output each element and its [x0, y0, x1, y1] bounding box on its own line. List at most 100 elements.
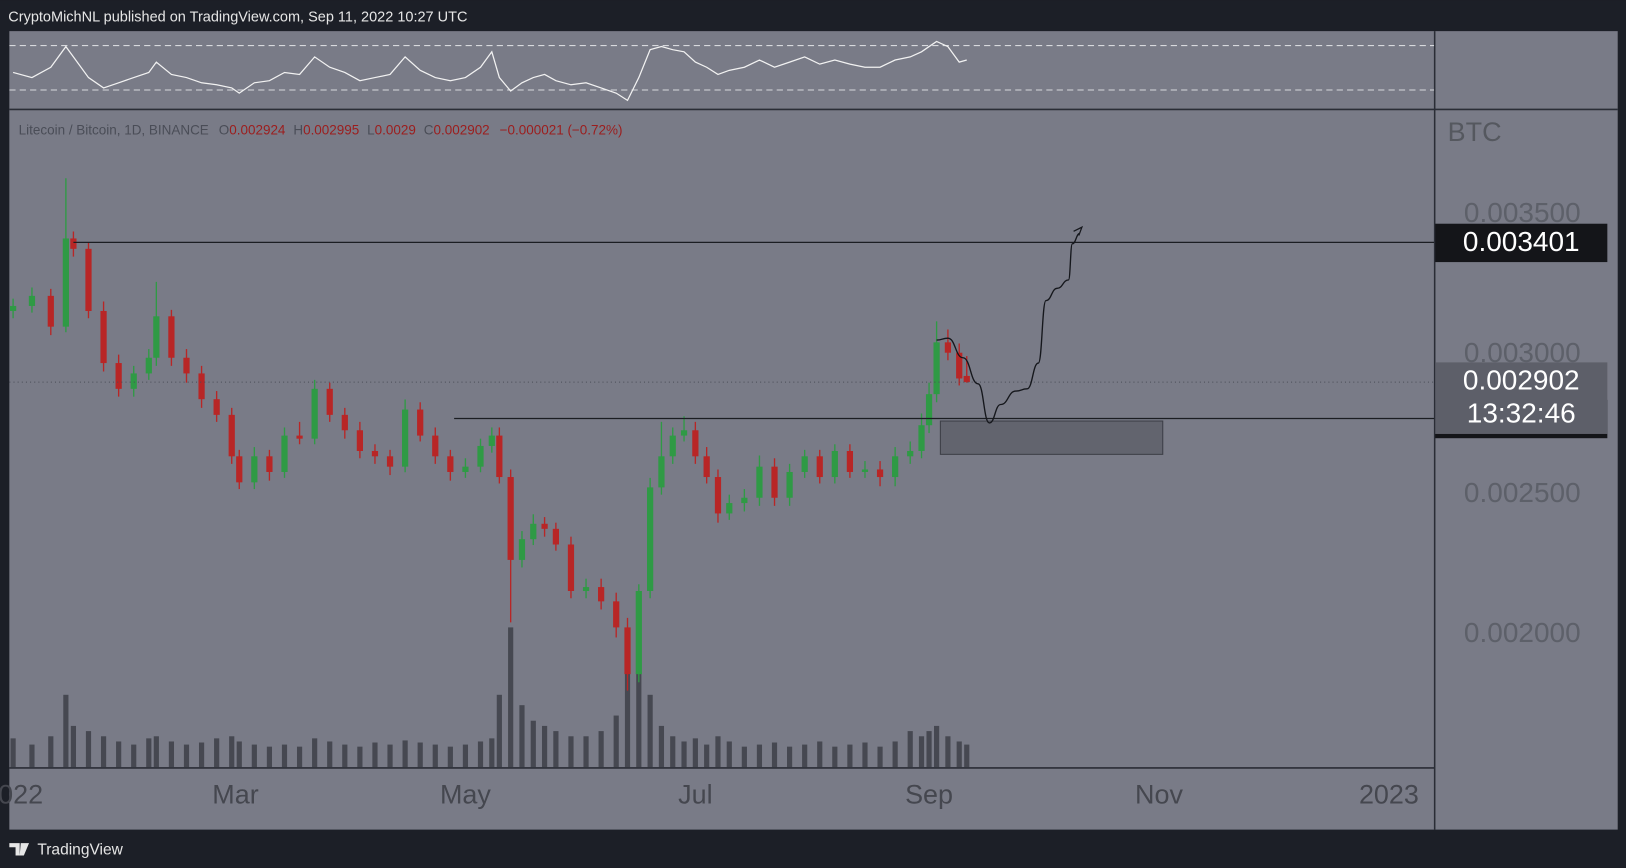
candle-body	[70, 238, 77, 249]
level-label-box	[1435, 223, 1608, 263]
volume-bar	[613, 715, 619, 768]
published-info: CryptoMichNL published on TradingView.co…	[8, 9, 467, 25]
zone-box	[939, 420, 1164, 455]
candle-body	[341, 414, 348, 431]
x-tick-label: May	[440, 780, 491, 810]
volume-bar	[964, 744, 970, 768]
candle-body	[598, 587, 605, 602]
candle-body	[726, 503, 733, 514]
ohlc-value: 0.002924	[229, 122, 286, 137]
candle-body	[236, 456, 243, 483]
level-label: 0.003401	[1463, 226, 1580, 257]
candle-body	[703, 456, 710, 478]
chart-background	[9, 31, 1618, 830]
candle-body	[892, 456, 899, 478]
volume-bar	[877, 746, 883, 768]
candle-body	[100, 310, 107, 364]
volume-bar	[670, 736, 676, 768]
candle-body	[582, 587, 590, 591]
volume-bar	[236, 741, 242, 768]
candle-body	[228, 414, 235, 457]
volume-bar	[956, 741, 962, 768]
volume-bar	[281, 744, 288, 768]
volume-bar	[704, 744, 710, 768]
volume-bar	[519, 705, 525, 768]
volume-bar	[692, 738, 698, 768]
candle-body	[658, 456, 665, 488]
candle-body	[786, 471, 793, 498]
candle-body	[62, 238, 69, 327]
candle-body	[741, 497, 748, 504]
ohlc-key: L	[367, 122, 375, 137]
y-tick-label: 0.002500	[1464, 477, 1581, 508]
volume-bar	[926, 731, 932, 768]
candle-body	[296, 435, 303, 439]
volume-bar	[183, 744, 190, 768]
candle-body	[518, 539, 526, 560]
candle-body	[944, 342, 952, 353]
candle-body	[567, 544, 575, 591]
volume-bar	[496, 694, 502, 768]
candle-body	[692, 430, 699, 457]
main-pane	[9, 178, 1435, 768]
candle-body	[183, 357, 190, 374]
candle-body	[85, 248, 92, 311]
ohlc-value: 0.002995	[303, 122, 359, 137]
volume-bar	[153, 736, 159, 768]
volume-bar	[417, 742, 423, 768]
volume-bar	[583, 736, 589, 768]
volume-bar	[342, 744, 348, 768]
volume-bar	[508, 627, 514, 768]
volume-bar	[636, 622, 642, 768]
volume-bar	[647, 694, 653, 768]
volume-bar	[489, 738, 495, 768]
volume-bar	[327, 741, 333, 768]
volume-bar	[568, 736, 574, 768]
volume-bar	[63, 694, 69, 768]
candle-body	[714, 477, 722, 514]
volume-bar	[771, 742, 778, 768]
x-tick-label: Sep	[905, 780, 953, 810]
y-tick-label: 0.003500	[1464, 197, 1581, 228]
candle-body	[680, 430, 688, 436]
legend: Litecoin / Bitcoin, 1D, BINANCE O0.00292…	[19, 122, 623, 137]
candle-body	[956, 352, 963, 379]
volume-bar	[387, 744, 393, 768]
volume-bar	[530, 720, 536, 768]
candle-body	[552, 528, 560, 545]
candle-body	[402, 409, 409, 467]
candle-body	[801, 456, 808, 472]
y-tick-label: 0.002000	[1464, 617, 1581, 648]
volume-bar	[945, 736, 951, 768]
volume-bar	[146, 738, 152, 768]
rsi-pane	[9, 40, 1435, 102]
last-price-box	[1435, 362, 1608, 434]
candle-body	[861, 469, 869, 472]
candle-body	[47, 295, 54, 327]
x-tick-label: Mar	[212, 780, 258, 810]
volume-bar	[251, 744, 257, 768]
ohlc-key: H	[293, 122, 303, 137]
volume-bar	[229, 736, 235, 768]
candle-body	[647, 487, 654, 591]
candle-body	[311, 388, 318, 439]
symbol: Litecoin / Bitcoin, 1D, BINANCE	[19, 122, 209, 137]
candle-body	[488, 435, 495, 446]
volume-bar	[624, 668, 631, 768]
candle-body	[168, 316, 175, 358]
candle-body	[541, 523, 548, 529]
candle-body	[371, 450, 379, 457]
volume-bar	[681, 741, 687, 768]
candle-body	[771, 466, 778, 498]
volume-bar	[907, 731, 913, 768]
ohlc-key: O	[219, 122, 229, 137]
candle-body	[153, 316, 160, 358]
candle-body	[130, 373, 137, 389]
volume-bar	[432, 744, 438, 768]
ohlc-key: C	[424, 122, 434, 137]
currency-label: BTC	[1448, 117, 1502, 147]
projection-arrow	[1073, 225, 1084, 236]
volume-bar	[726, 741, 732, 768]
projection-path	[936, 232, 1081, 424]
ohlc-value: 0.002902	[434, 122, 490, 137]
